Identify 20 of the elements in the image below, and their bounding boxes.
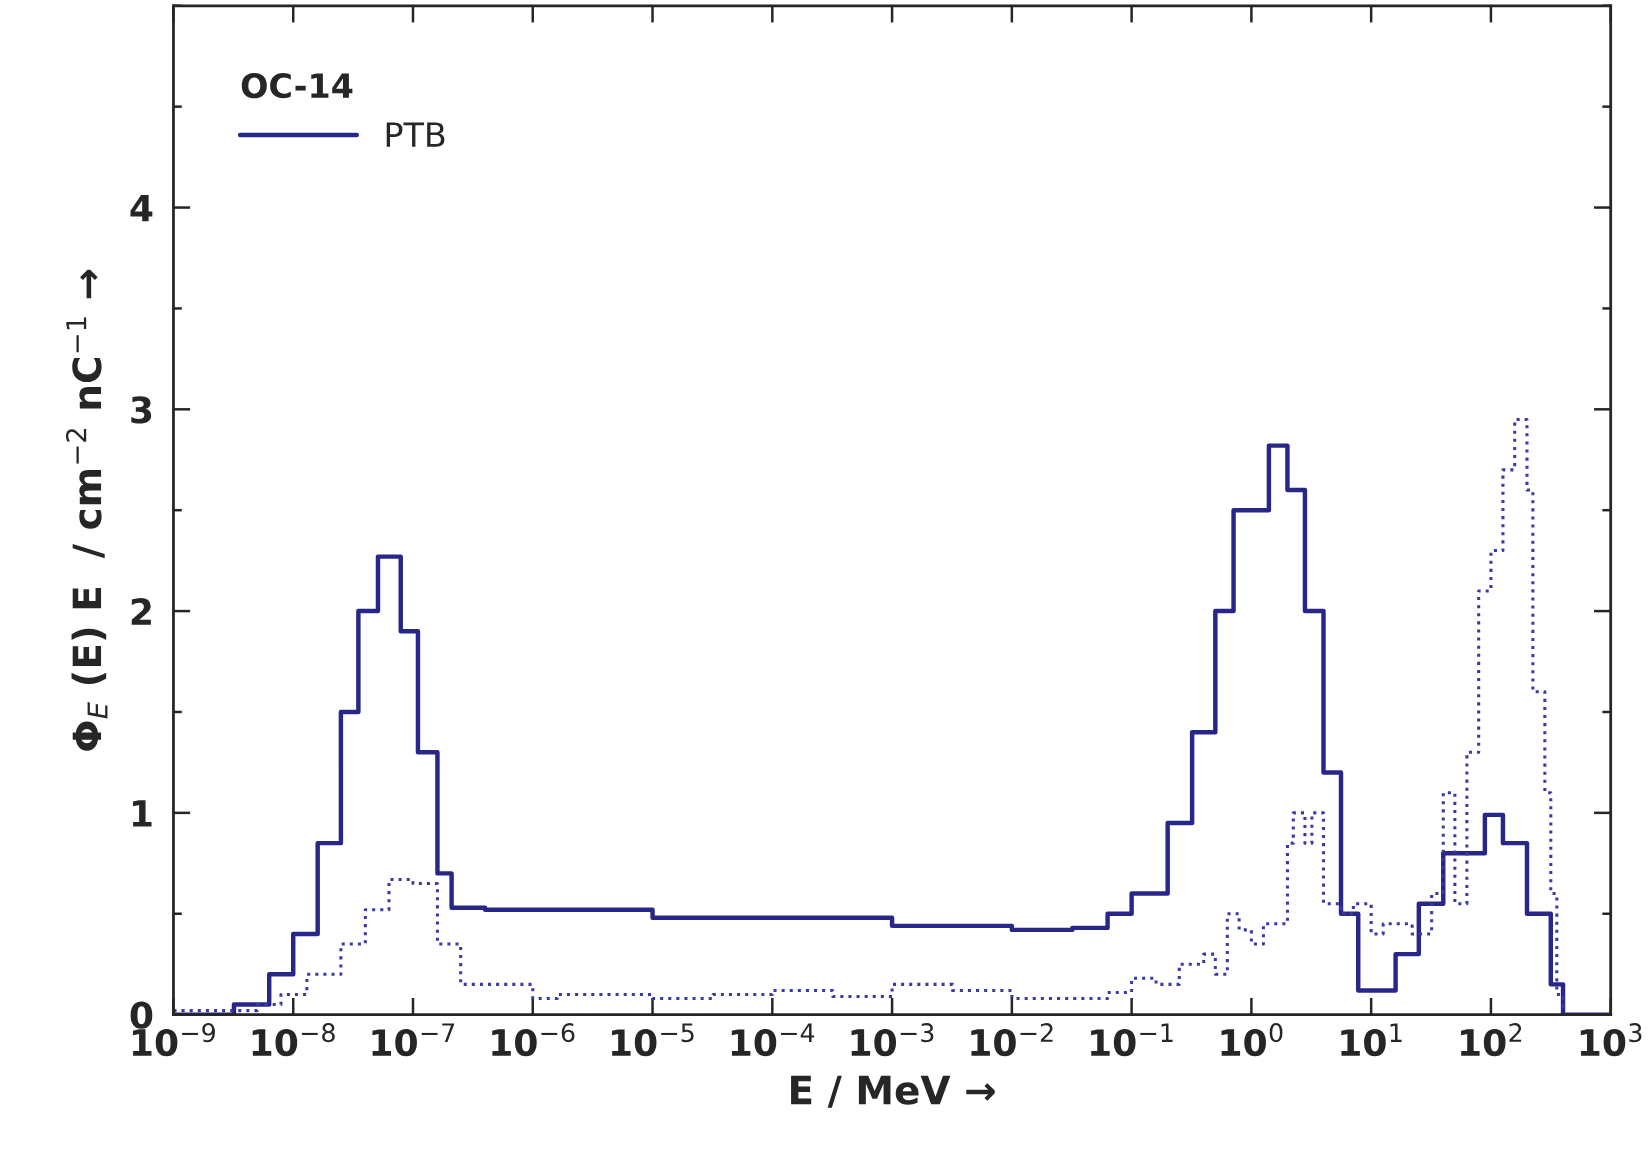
x-tick-label: 10$^{3}$	[1580, 1023, 1642, 1057]
y-axis-title: Φ$_{E}$ (E) E / cm$^{−2}$ nC$^{−1}$ →	[65, 269, 108, 751]
x-tick-label: 10$^{2}$	[1461, 1023, 1522, 1057]
x-tick-label: 10$^{1}$	[1341, 1023, 1402, 1057]
x-tick-label: 10$^{−4}$	[731, 1023, 815, 1057]
legend-title: OC-14	[241, 73, 353, 99]
x-tick-label: 10$^{−3}$	[851, 1023, 934, 1057]
y-tick-label: 4	[130, 194, 153, 222]
x-tick-label: 10$^{−1}$	[1091, 1023, 1173, 1057]
x-tick-label: 10$^{−8}$	[252, 1023, 335, 1057]
y-tick-label: 1	[132, 800, 152, 827]
x-tick-label: 10$^{−5}$	[612, 1023, 694, 1057]
x-tick-label: 10$^{−2}$	[971, 1023, 1053, 1057]
x-tick-label: 10$^{0}$	[1221, 1023, 1283, 1057]
x-axis-title: E / MeV →	[791, 1075, 995, 1108]
y-tick-label: 3	[131, 396, 152, 424]
x-tick-label: 10$^{−7}$	[372, 1023, 455, 1057]
legend-label: PTB	[386, 122, 445, 147]
x-tick-label: 10$^{−6}$	[492, 1023, 575, 1057]
y-tick-label: 2	[131, 598, 151, 625]
